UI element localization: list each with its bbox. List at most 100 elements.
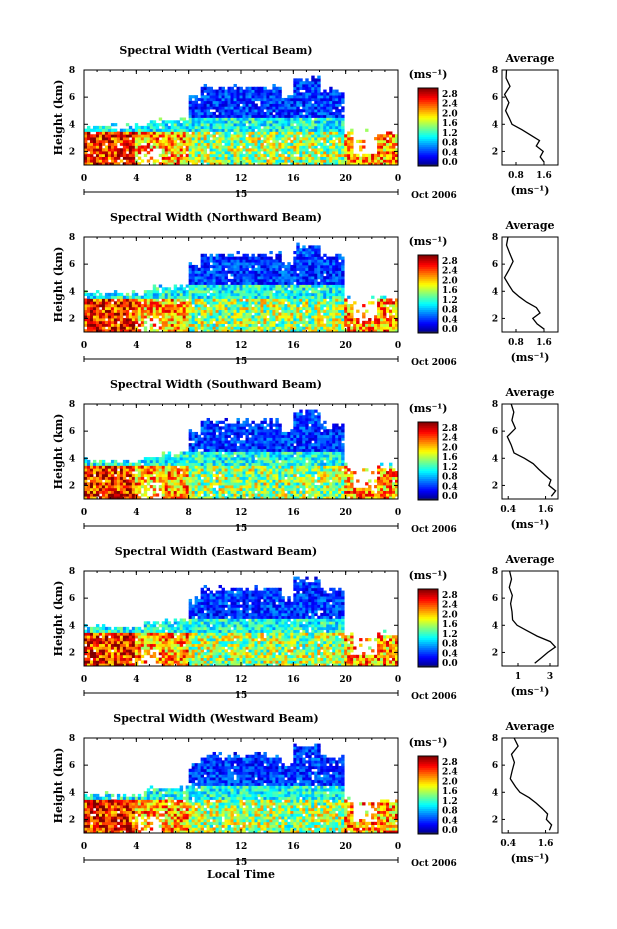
y-tick-label: 4 [69,788,75,798]
profile-x-tick-label: 3 [547,672,553,682]
colorbar-tick-label: 2.0 [442,610,458,620]
colorbar-frame [417,87,439,167]
day-label: 15 [235,190,248,200]
profile-frame [501,236,559,333]
y-tick-label: 6 [69,427,75,437]
colorbar-tick-label: 1.6 [442,453,458,463]
profile-x-label: (ms⁻¹) [511,852,550,865]
panel-title: Spectral Width (Eastward Beam) [115,545,317,558]
profile-y-tick-label: 2 [492,147,498,157]
profile-frame [501,570,559,667]
colorbar-tick-label: 0.4 [442,649,458,659]
colorbar-tick-label: 0.4 [442,148,458,158]
profile-frame [501,737,559,834]
x-tick-label: 20 [339,508,352,518]
profile-title: Average [504,219,554,232]
colorbar-tick-label: 0.0 [442,659,458,669]
profile-y-tick-label: 2 [492,648,498,658]
colorbar-tick-label: 1.2 [442,296,458,306]
x-tick-label: 20 [339,174,352,184]
x-tick-label: 4 [133,341,139,351]
y-tick-label: 2 [69,815,75,825]
profile-title: Average [504,386,554,399]
colorbar-tick-label: 0.0 [442,158,458,168]
colorbar-tick-label: 0.0 [442,325,458,335]
panel-title: Spectral Width (Westward Beam) [113,712,318,725]
x-axis-label: Local Time [207,868,275,881]
colorbar-tick-label: 2.8 [442,591,458,601]
profile-x-label: (ms⁻¹) [511,685,550,698]
profile-x-label: (ms⁻¹) [511,184,550,197]
colorbar-tick-label: 0.8 [442,473,458,483]
colorbar-unit: (ms⁻¹) [409,235,448,248]
x-tick-label: 0 [395,341,401,351]
x-tick-label: 20 [339,341,352,351]
x-tick-label: 0 [395,842,401,852]
y-tick-label: 2 [69,314,75,324]
profile-y-tick-label: 6 [492,260,498,270]
y-tick-label: 8 [69,400,75,410]
heatmap-cells [84,743,399,834]
colorbar-tick-label: 2.4 [442,601,458,611]
colorbar-tick-label: 0.4 [442,315,458,325]
profile-y-tick-label: 8 [492,66,498,76]
profile-x-tick-label: 1.6 [538,839,554,849]
x-tick-label: 8 [186,174,192,184]
colorbar-tick-label: 2.0 [442,109,458,119]
y-axis-label: Height (km) [52,581,65,657]
colorbar-tick-label: 1.6 [442,286,458,296]
colorbar-tick-label: 1.6 [442,119,458,129]
panel-2: Spectral Width (Southward Beam)0 4 8 12 16 20… [52,378,559,535]
colorbar-tick-label: 2.4 [442,434,458,444]
colorbar-tick-label: 2.4 [442,100,458,110]
colorbar-unit: (ms⁻¹) [409,68,448,81]
profile-y-tick-label: 6 [492,594,498,604]
panel-title: Spectral Width (Northward Beam) [110,211,322,224]
y-tick-label: 4 [69,287,75,297]
profile-line [503,236,545,330]
profile-frame [501,403,559,500]
colorbar-tick-label: 2.8 [442,90,458,100]
profile-y-tick-label: 8 [492,233,498,243]
profile-y-tick-label: 4 [492,120,498,130]
colorbar-tick-label: 1.6 [442,787,458,797]
x-tick-label: 8 [186,341,192,351]
y-tick-label: 6 [69,93,75,103]
x-tick-label: 12 [235,508,248,518]
date-label: Oct 2006 [411,525,457,535]
colorbar-frame [417,588,439,668]
panel-title: Spectral Width (Southward Beam) [110,378,322,391]
date-label: Oct 2006 [411,191,457,201]
heatmap-cells [84,576,399,667]
profile-x-tick-label: 1 [515,672,521,682]
colorbar-tick-label: 2.0 [442,777,458,787]
y-axis-label: Height (km) [52,247,65,323]
colorbar-tick-label: 2.0 [442,276,458,286]
panel-0: Spectral Width (Vertical Beam)0 4 8 12 16 20 0… [52,44,559,201]
colorbar-tick-label: 1.2 [442,463,458,473]
colorbar-tick-label: 0.8 [442,306,458,316]
y-tick-label: 8 [69,233,75,243]
day-label: 15 [235,357,248,367]
colorbar-frame [417,254,439,334]
x-tick-label: 20 [339,675,352,685]
profile-y-tick-label: 4 [492,621,498,631]
panel-3: Spectral Width (Eastward Beam)0 4 8 12 16 20 0… [52,545,559,702]
colorbar-unit: (ms⁻¹) [409,569,448,582]
x-tick-label: 16 [287,842,300,852]
x-tick-label: 0 [81,675,87,685]
y-tick-label: 2 [69,648,75,658]
colorbar-unit: (ms⁻¹) [409,736,448,749]
heatmap-cells [84,242,399,333]
colorbar-tick-label: 2.8 [442,424,458,434]
panel-4: Spectral Width (Westward Beam)0 4 8 12 16 20 0… [52,712,559,869]
x-tick-label: 20 [339,842,352,852]
x-tick-label: 4 [133,675,139,685]
profile-x-tick-label: 1.6 [536,171,552,181]
profile-y-tick-label: 8 [492,734,498,744]
colorbar-tick-label: 2.8 [442,257,458,267]
y-tick-label: 8 [69,734,75,744]
colorbar [418,422,438,501]
x-tick-label: 0 [395,675,401,685]
